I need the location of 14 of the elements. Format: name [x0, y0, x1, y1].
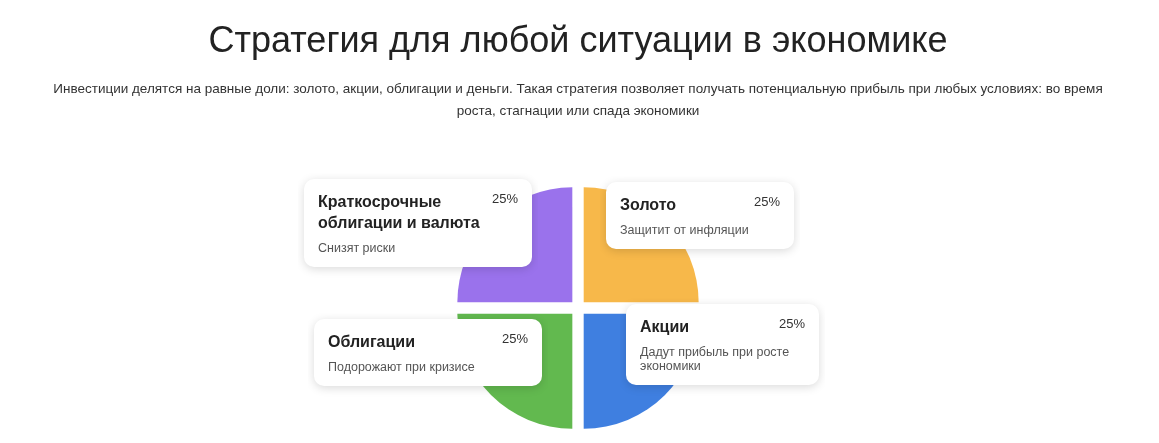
- text: Подорожают при кризисе: [328, 360, 476, 374]
- slice-label: Краткосрочные облигации и валюта: [318, 192, 481, 233]
- slice-label: Золото: [620, 195, 677, 215]
- text: Защитит от инфляции: [620, 223, 750, 237]
- chart-title: Стратегия для любой ситуации в экономике: [208, 19, 948, 60]
- slice-label: Акции: [640, 317, 690, 337]
- data-label: 25%: [491, 191, 518, 208]
- text: Снизят риски: [318, 241, 397, 255]
- data-label: 25%: [501, 331, 528, 348]
- slice-label: Облигации: [328, 332, 415, 352]
- text: Дадут прибыль при росте экономики: [640, 345, 791, 373]
- data-label: 25%: [753, 194, 780, 211]
- data-label: 25%: [778, 316, 805, 333]
- chart-subtitle: Инвестиции делятся на равные доли: золото, акции, облигации и деньги. Такая стратегия позволяет получать потенциальную прибыль при любых условиях: во время роста, стагнации или спада экономики: [52, 80, 1104, 120]
